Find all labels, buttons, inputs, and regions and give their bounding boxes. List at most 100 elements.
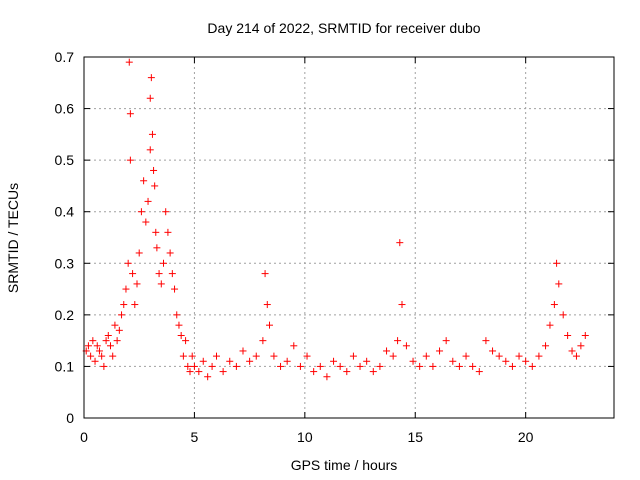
y-tick-label: 0.5 <box>55 152 75 168</box>
data-point <box>166 249 174 257</box>
data-point <box>129 270 137 278</box>
data-point <box>261 270 269 278</box>
data-point <box>147 74 155 82</box>
data-point <box>148 130 156 138</box>
data-point <box>133 280 141 288</box>
chart-title: Day 214 of 2022, SRMTID for receiver dub… <box>207 20 480 36</box>
data-point <box>102 337 110 345</box>
data-point <box>363 357 371 365</box>
data-point <box>508 362 516 370</box>
data-point <box>369 368 377 376</box>
data-point <box>389 352 397 360</box>
data-point <box>409 357 417 365</box>
data-point <box>125 58 133 66</box>
data-point <box>87 352 95 360</box>
data-point <box>303 352 311 360</box>
x-tick-label: 20 <box>518 429 534 445</box>
data-point <box>157 280 165 288</box>
x-tick-label: 15 <box>407 429 423 445</box>
data-point <box>175 321 183 329</box>
data-point <box>226 357 234 365</box>
data-point <box>150 166 158 174</box>
data-point <box>542 342 550 350</box>
data-point <box>122 285 130 293</box>
data-point <box>199 357 207 365</box>
data-point <box>168 270 176 278</box>
data-point <box>449 357 457 365</box>
data-point <box>572 352 580 360</box>
data-point <box>436 347 444 355</box>
data-point <box>564 331 572 339</box>
data-point <box>184 362 192 370</box>
y-tick-label: 0.1 <box>55 358 75 374</box>
data-point <box>109 352 117 360</box>
data-point <box>489 347 497 355</box>
data-point <box>252 352 260 360</box>
data-point <box>323 373 331 381</box>
data-point <box>330 357 338 365</box>
data-point <box>396 239 404 247</box>
x-tick-label: 10 <box>297 429 313 445</box>
data-point <box>164 228 172 236</box>
data-point <box>495 352 503 360</box>
data-point <box>246 357 254 365</box>
data-point <box>553 259 561 267</box>
data-point <box>118 311 126 319</box>
data-point <box>316 362 324 370</box>
data-point <box>515 352 523 360</box>
data-point <box>111 321 119 329</box>
data-point <box>95 347 103 355</box>
data-point <box>232 362 240 370</box>
data-point <box>349 352 357 360</box>
data-point <box>546 321 554 329</box>
data-point <box>186 368 194 376</box>
y-axis-label: SRMTID / TECUs <box>5 183 21 293</box>
data-point <box>190 362 198 370</box>
data-point <box>502 357 510 365</box>
data-point <box>204 373 212 381</box>
data-point <box>126 110 134 118</box>
data-point <box>310 368 318 376</box>
data-point <box>152 228 160 236</box>
data-point <box>555 280 563 288</box>
data-point <box>153 244 161 252</box>
y-tick-label: 0.2 <box>55 307 75 323</box>
data-point <box>151 182 159 190</box>
data-point <box>146 94 154 102</box>
data-point <box>144 197 152 205</box>
data-point <box>402 342 410 350</box>
data-point <box>126 156 134 164</box>
data-point <box>568 347 576 355</box>
data-point <box>535 352 543 360</box>
data-point <box>577 342 585 350</box>
data-point <box>188 352 196 360</box>
data-point <box>171 285 179 293</box>
grid-lines <box>84 57 614 418</box>
data-point <box>146 146 154 154</box>
data-point <box>182 337 190 345</box>
data-point <box>115 326 123 334</box>
data-point <box>266 321 273 329</box>
data-point <box>429 362 437 370</box>
y-tick-label: 0.4 <box>55 204 75 220</box>
y-tick-labels: 0 0.1 0.2 0.3 0.4 0.5 0.6 0.7 <box>55 49 75 426</box>
data-point <box>263 301 271 309</box>
data-point <box>107 342 114 350</box>
data-point <box>135 249 143 257</box>
data-point <box>124 259 132 267</box>
data-point <box>277 362 285 370</box>
data-point <box>93 342 101 350</box>
data-point <box>442 337 450 345</box>
data-point <box>383 347 391 355</box>
data-point <box>179 352 187 360</box>
plot-frame <box>83 56 615 419</box>
data-point <box>469 362 477 370</box>
data-point <box>581 331 589 339</box>
data-point <box>522 357 530 365</box>
data-point <box>100 362 108 370</box>
data-point <box>398 301 406 309</box>
data-point <box>422 352 430 360</box>
data-point <box>113 337 121 345</box>
data-point <box>89 337 97 345</box>
